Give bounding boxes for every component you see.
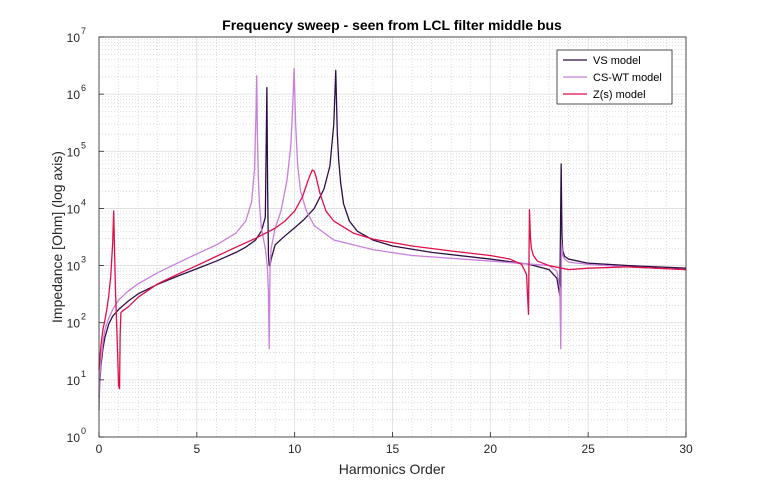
y-tick-label: 10 <box>67 260 81 274</box>
y-tick-label: 10 <box>67 431 81 445</box>
x-tick-label: 10 <box>288 442 302 456</box>
y-tick-label: 10 <box>67 374 81 388</box>
series-line-z-s-model <box>98 169 687 390</box>
series-lines <box>98 67 687 410</box>
series-line-cs-wt-model <box>98 67 687 410</box>
y-axis-label: Impedance [Ohm] (log axis) <box>49 151 65 323</box>
y-tick-label: 10 <box>67 317 81 331</box>
x-tick-label: 15 <box>386 442 400 456</box>
x-tick-label: 20 <box>484 442 498 456</box>
y-tick-exponent: 4 <box>81 197 86 207</box>
x-axis-label: Harmonics Order <box>339 461 446 477</box>
x-tick-label: 5 <box>193 442 200 456</box>
y-tick-exponent: 0 <box>81 426 86 436</box>
y-tick-label: 10 <box>67 145 81 159</box>
chart-title: Frequency sweep - seen from LCL filter m… <box>222 17 562 33</box>
y-tick-exponent: 3 <box>81 255 86 265</box>
x-tick-label: 0 <box>96 442 103 456</box>
x-tick-label: 25 <box>581 442 595 456</box>
y-tick-label: 10 <box>67 31 81 45</box>
series-line-vs-model <box>98 69 687 398</box>
legend-label-zs-model: Z(s) model <box>593 89 646 101</box>
x-tick-label: 30 <box>679 442 693 456</box>
legend-label-vs-model: VS model <box>593 55 641 67</box>
y-tick-label: 10 <box>67 88 81 102</box>
legend: VS model CS-WT model Z(s) model <box>556 49 673 105</box>
legend-label-cs-wt-model: CS-WT model <box>593 72 662 84</box>
y-tick-exponent: 5 <box>81 140 86 150</box>
y-tick-exponent: 1 <box>81 369 86 379</box>
y-tick-exponent: 7 <box>81 26 86 36</box>
y-tick-exponent: 6 <box>81 83 86 93</box>
y-tick-exponent: 2 <box>81 312 86 322</box>
y-tick-label: 10 <box>67 202 81 216</box>
